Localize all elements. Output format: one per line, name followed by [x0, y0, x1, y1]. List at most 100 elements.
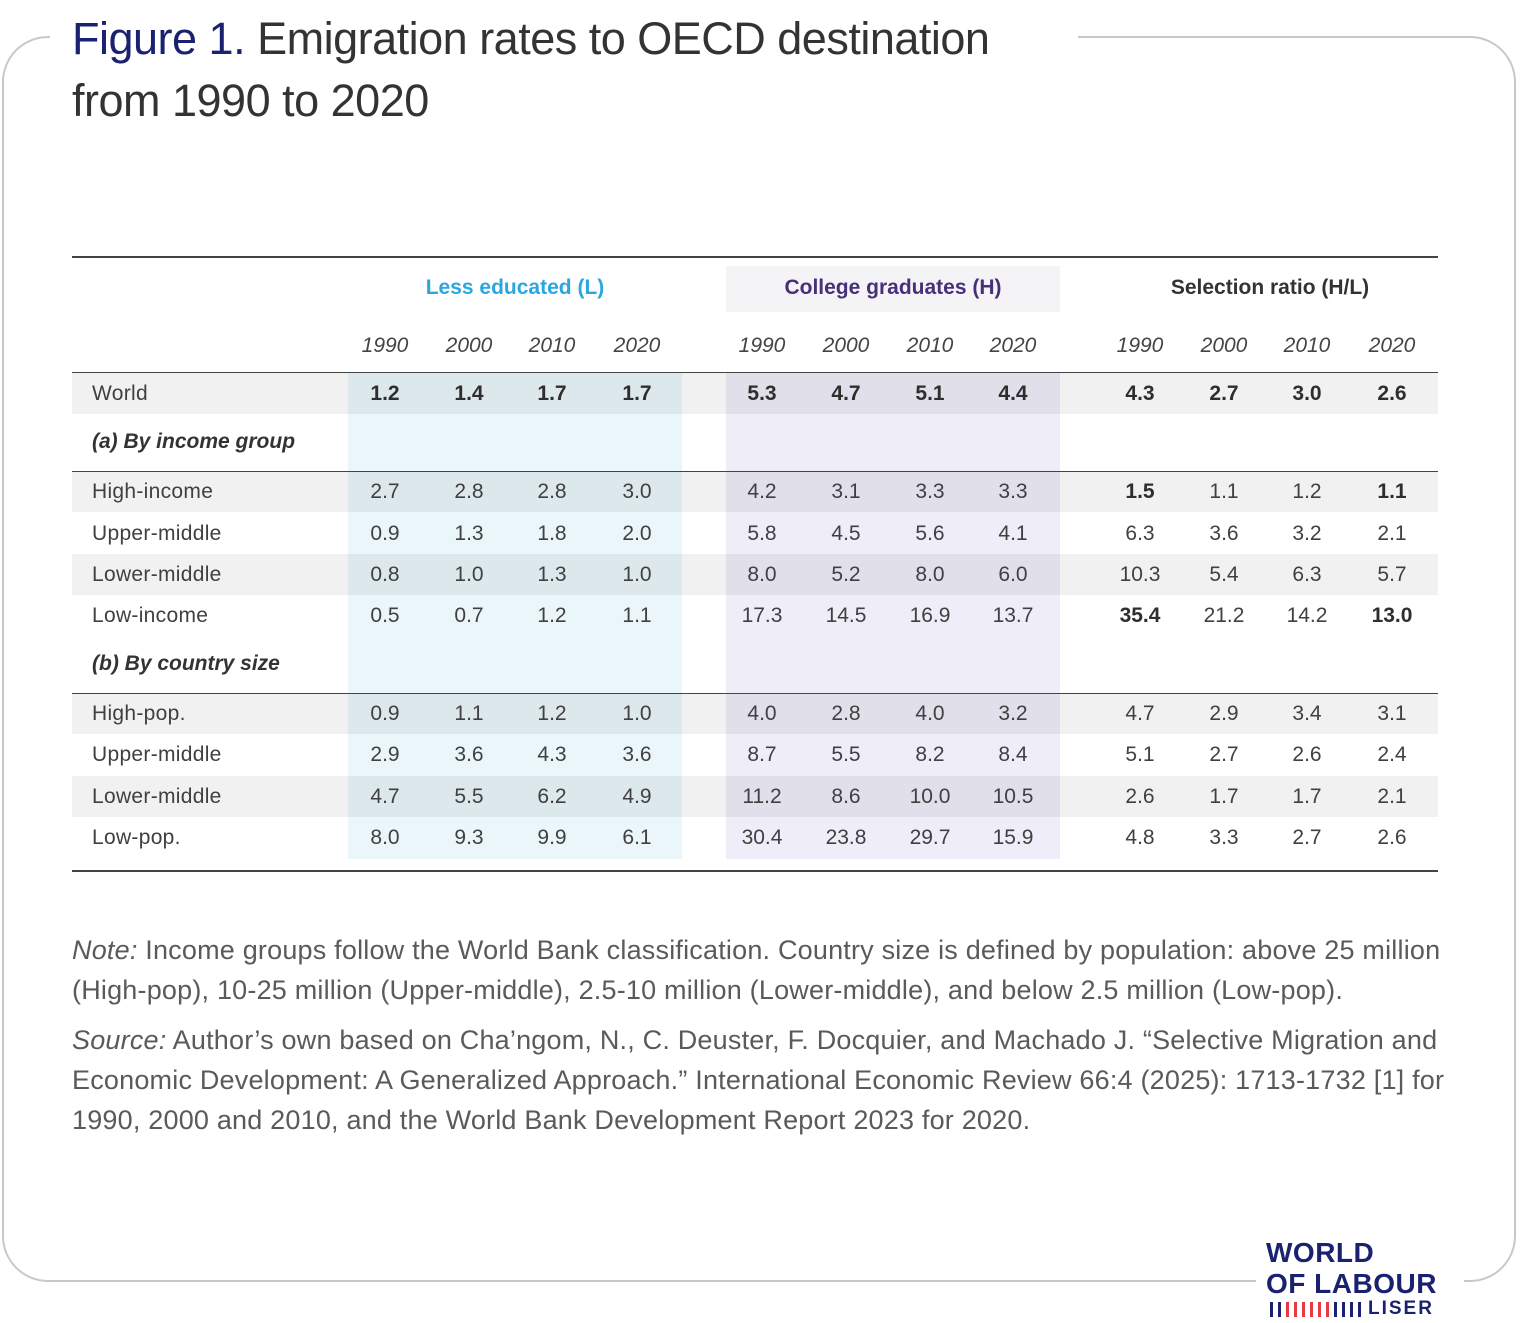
row-label: Lower-middle: [92, 785, 222, 808]
logo-bar: [1342, 1301, 1345, 1317]
data-cell: 4.8: [1125, 826, 1155, 849]
logo-bar: [1270, 1301, 1273, 1317]
source-paragraph: Source: Author’s own based on Cha’ngom, …: [72, 1020, 1462, 1140]
data-cell: 2.8: [537, 480, 567, 503]
data-cell: 8.0: [747, 563, 777, 586]
logo-bottom: LISER: [1270, 1298, 1434, 1319]
data-cell: 10.3: [1119, 563, 1161, 586]
data-cell: 6.2: [537, 785, 567, 808]
figure-title: Figure 1. Emigration rates to OECD desti…: [72, 8, 990, 132]
data-cell: 17.3: [741, 604, 783, 627]
group-header-college-graduates: College graduates (H): [784, 276, 1002, 299]
data-cell: 1.1: [454, 702, 484, 725]
year-header: 2000: [822, 334, 870, 357]
section-heading: (b) By country size: [92, 652, 280, 675]
data-cell: 1.8: [537, 522, 567, 545]
row-label: World: [92, 382, 148, 405]
data-cell: 16.9: [909, 604, 951, 627]
data-cell: 5.1: [915, 382, 945, 405]
data-cell: 1.3: [537, 563, 567, 586]
data-cell: 1.2: [537, 604, 567, 627]
note-text: Income groups follow the World Bank clas…: [72, 935, 1441, 1005]
figure-notes: Note: Income groups follow the World Ban…: [72, 930, 1462, 1150]
logo-bar: [1326, 1301, 1329, 1317]
data-cell: 30.4: [741, 826, 783, 849]
data-cell: 2.7: [1209, 382, 1239, 405]
data-cell: 2.4: [1377, 743, 1407, 766]
data-cell: 13.7: [992, 604, 1034, 627]
data-cell: 1.2: [537, 702, 567, 725]
data-cell: 1.0: [454, 563, 484, 586]
data-cell: 0.8: [370, 563, 400, 586]
data-cell: 8.6: [831, 785, 861, 808]
section-heading: (a) By income group: [92, 430, 296, 453]
data-cell: 5.8: [747, 522, 777, 545]
emigration-table: Less educated (L) 1990 2000 2010 2020 College…: [72, 256, 1438, 873]
data-cell: 15.9: [992, 826, 1034, 849]
logo-bar: [1310, 1301, 1313, 1317]
note-paragraph: Note: Income groups follow the World Ban…: [72, 930, 1462, 1010]
data-cell: 5.5: [454, 785, 484, 808]
data-cell: 4.5: [831, 522, 861, 545]
data-cell: 14.2: [1286, 604, 1328, 627]
row-label: Upper-middle: [92, 743, 222, 766]
data-cell: 13.0: [1371, 604, 1413, 627]
data-cell: 4.2: [747, 480, 777, 503]
data-cell: 3.0: [622, 480, 652, 503]
income-group-rule: [72, 471, 1438, 472]
logo-line-1: WORLD: [1266, 1237, 1375, 1268]
data-cell: 8.4: [998, 743, 1028, 766]
data-cell: 1.0: [622, 702, 652, 725]
data-cell: 3.3: [915, 480, 945, 503]
data-cell: 23.8: [825, 826, 867, 849]
data-cell: 3.2: [998, 702, 1028, 725]
data-cell: 2.1: [1377, 785, 1407, 808]
data-cell: 4.7: [370, 785, 400, 808]
data-cell: 0.7: [454, 604, 484, 627]
table-top-rule: [72, 256, 1438, 258]
data-cell: 8.0: [370, 826, 400, 849]
data-cell: 1.2: [370, 382, 400, 405]
data-cell: 0.5: [370, 604, 400, 627]
data-cell: 1.1: [1209, 480, 1239, 503]
data-cell: 3.6: [454, 743, 484, 766]
data-cell: 4.9: [622, 785, 652, 808]
data-cell: 3.6: [1209, 522, 1239, 545]
data-cell: 6.3: [1292, 563, 1322, 586]
data-cell: 1.4: [454, 382, 484, 405]
data-cell: 1.5: [1125, 480, 1155, 503]
data-cell: 4.0: [915, 702, 945, 725]
data-cell: 1.7: [1209, 785, 1239, 808]
data-cell: 1.3: [454, 522, 484, 545]
data-cell: 3.4: [1292, 702, 1322, 725]
data-cell: 6.0: [998, 563, 1028, 586]
data-cell: 5.5: [831, 743, 861, 766]
row-label: Low-income: [92, 604, 209, 627]
data-cell: 1.7: [1292, 785, 1322, 808]
data-cell: 6.1: [622, 826, 652, 849]
row-label: High-pop.: [92, 702, 186, 725]
year-header: 1990: [361, 334, 409, 357]
data-cell: 2.8: [831, 702, 861, 725]
data-cell: 5.1: [1125, 743, 1155, 766]
less-educated-band: [348, 373, 682, 859]
data-cell: 3.6: [622, 743, 652, 766]
note-label: Note:: [72, 935, 138, 965]
row-label: Upper-middle: [92, 522, 222, 545]
data-cell: 1.2: [1292, 480, 1322, 503]
data-cell: 9.9: [537, 826, 567, 849]
data-cell: 2.9: [370, 743, 400, 766]
figure-label: Figure 1.: [72, 13, 246, 64]
year-header: 2000: [1200, 334, 1248, 357]
row-label: Lower-middle: [92, 563, 222, 586]
data-cell: 2.1: [1377, 522, 1407, 545]
data-cell: 0.9: [370, 702, 400, 725]
row-stripe: [72, 373, 1438, 414]
data-cell: 2.7: [1292, 826, 1322, 849]
data-cell: 9.3: [454, 826, 484, 849]
data-cell: 4.3: [537, 743, 567, 766]
logo-line-2: OF LABOUR: [1266, 1268, 1437, 1299]
data-cell: 4.7: [1125, 702, 1155, 725]
row-label: Low-pop.: [92, 826, 181, 849]
year-header: 2020: [613, 334, 661, 357]
